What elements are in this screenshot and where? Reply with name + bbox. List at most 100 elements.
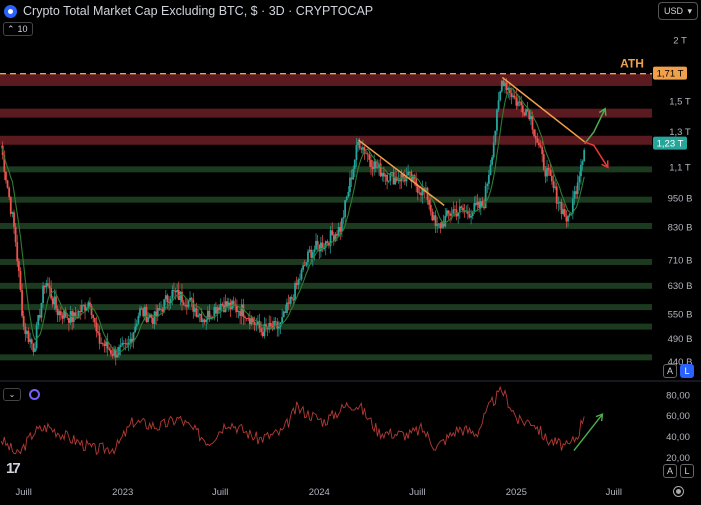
currency-selector[interactable]: USD ▾ — [658, 2, 698, 20]
candle-body — [452, 209, 455, 214]
current-price-badge-label: 1,23 T — [657, 139, 684, 150]
candle-body — [227, 302, 230, 307]
candle-body — [378, 163, 380, 168]
candle-body — [512, 95, 514, 98]
rsi-collapse-toggle[interactable]: ⌄ — [3, 388, 21, 401]
candle-body — [69, 311, 72, 323]
candle-body — [161, 309, 164, 312]
candle-body — [497, 100, 500, 110]
candle-body — [560, 201, 563, 215]
chart-title: Crypto Total Market Cap Excluding BTC, $… — [23, 4, 374, 18]
auto-scale-button[interactable]: A — [663, 364, 677, 378]
candle-body — [131, 338, 133, 342]
candle-body — [3, 154, 6, 172]
candle-body — [475, 203, 477, 205]
candle-body — [124, 343, 127, 344]
candle-body — [106, 341, 109, 349]
candle-body — [392, 172, 395, 185]
support-zone — [0, 354, 652, 361]
candle-body — [360, 148, 363, 150]
candle-body — [224, 301, 227, 313]
candle-body — [147, 317, 149, 322]
candle-body — [297, 279, 300, 286]
candle-body — [218, 307, 221, 311]
candle-body — [182, 302, 185, 306]
candle-body — [313, 249, 316, 252]
candle-body — [255, 324, 258, 326]
x-tick-label: 2023 — [112, 487, 133, 498]
candle-body — [11, 212, 14, 214]
candle-body — [273, 321, 275, 329]
candle-body — [366, 153, 369, 155]
tradingview-logo-icon: 17 — [6, 460, 21, 477]
candle-body — [206, 310, 209, 320]
candle-body — [51, 298, 54, 305]
candle-body — [466, 210, 469, 214]
candle-body — [559, 201, 561, 203]
x-tick-label: Juill — [16, 487, 32, 498]
ath-price-badge-label: 1,71 T — [657, 69, 684, 80]
candle-body — [74, 312, 77, 317]
candle-body — [253, 322, 256, 325]
candle-body — [168, 302, 170, 304]
candle-body — [295, 283, 298, 286]
log-scale-button[interactable]: L — [680, 364, 694, 378]
candle-body — [319, 242, 322, 252]
candle-body — [384, 174, 387, 177]
candle-body — [143, 306, 146, 317]
candle-body — [552, 181, 555, 188]
candle-body — [357, 141, 359, 146]
candle-body — [248, 318, 251, 325]
candle-body — [386, 174, 389, 182]
candle-body — [374, 161, 377, 169]
candle-body — [284, 311, 287, 313]
candle-body — [121, 343, 124, 346]
candle-body — [486, 183, 489, 186]
candle-body — [529, 115, 532, 120]
candle-body — [134, 326, 137, 333]
candle-body — [533, 129, 535, 136]
candle-body — [239, 311, 242, 316]
candle-body — [111, 353, 114, 356]
y-tick-label: 630 B — [668, 281, 693, 292]
candle-body — [164, 295, 167, 300]
candle-body — [437, 223, 440, 225]
candle-body — [368, 154, 371, 160]
gear-icon[interactable] — [673, 486, 684, 497]
candle-body — [129, 338, 132, 343]
candle-body — [344, 200, 347, 217]
candle-body — [95, 322, 98, 332]
candle-body — [237, 311, 240, 313]
candle-body — [101, 343, 104, 345]
candle-body — [428, 199, 431, 205]
candle-body — [177, 289, 180, 301]
candle-body — [300, 269, 303, 280]
candle-body — [208, 310, 211, 320]
candle-body — [126, 343, 128, 345]
candle-body — [324, 241, 327, 248]
candle-body — [450, 213, 453, 216]
rsi-log-scale-button[interactable]: L — [680, 464, 694, 478]
candle-body — [184, 305, 187, 306]
candle-body — [179, 291, 182, 301]
candle-body — [449, 213, 452, 216]
candle-body — [61, 315, 64, 319]
candle-body — [434, 215, 437, 226]
candle-body — [219, 303, 222, 311]
candle-body — [198, 313, 201, 316]
indicators-toggle[interactable]: ⌃ 10 — [3, 22, 33, 36]
candle-body — [22, 315, 25, 327]
candle-body — [546, 167, 548, 177]
candle-body — [194, 308, 196, 312]
candle-body — [361, 147, 364, 150]
y-tick-label: 1,3 T — [669, 127, 691, 138]
candle-body — [483, 206, 485, 209]
candle-body — [547, 167, 550, 170]
candle-body — [189, 297, 191, 301]
candle-body — [397, 179, 400, 181]
candle-body — [79, 311, 82, 313]
bearish-projection-arrow-head — [601, 160, 609, 169]
rsi-auto-scale-button[interactable]: A — [663, 464, 677, 478]
candle-body — [420, 192, 422, 196]
